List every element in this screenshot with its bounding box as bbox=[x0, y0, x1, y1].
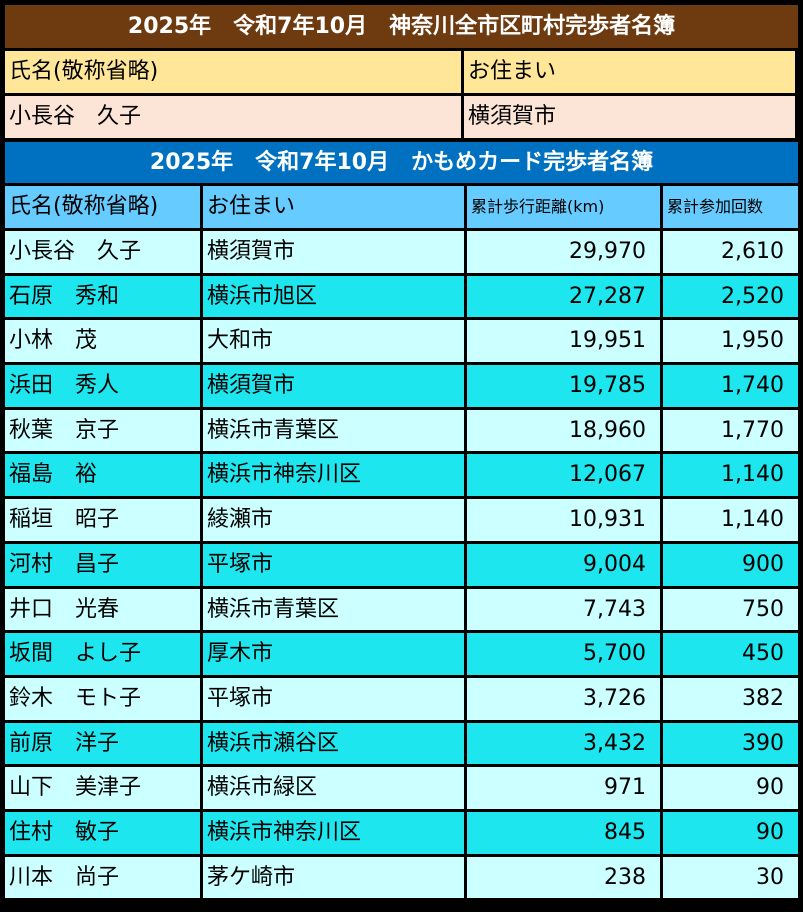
cell-name: 秋葉 京子 bbox=[5, 409, 200, 452]
cell-distance: 18,960 bbox=[467, 409, 660, 452]
cell-distance: 7,743 bbox=[467, 588, 660, 631]
cell-count: 90 bbox=[663, 767, 798, 809]
cell-address: 横浜市瀬谷区 bbox=[203, 722, 464, 765]
cell-name: 小長谷 久子 bbox=[5, 96, 461, 138]
cell-address: 横須賀市 bbox=[203, 365, 464, 407]
cell-distance: 971 bbox=[467, 767, 660, 809]
cell-name: 小林 茂 bbox=[5, 320, 200, 363]
cell-address: 横須賀市 bbox=[464, 96, 795, 138]
top-data-row: 小長谷 久子 横須賀市 bbox=[5, 96, 798, 138]
cell-name: 河村 昌子 bbox=[5, 543, 200, 586]
header-distance: 累計歩行距離(km) bbox=[467, 186, 660, 228]
cell-count: 1,740 bbox=[663, 365, 798, 407]
cell-count: 1,950 bbox=[663, 320, 798, 363]
cell-address: 横浜市神奈川区 bbox=[203, 811, 464, 854]
cell-name: 石原 秀和 bbox=[5, 275, 200, 318]
header-name: 氏名(敬称省略) bbox=[5, 51, 461, 93]
cell-name: 稲垣 昭子 bbox=[5, 499, 200, 541]
table-row: 前原 洋子 横浜市瀬谷区 3,432 390 bbox=[5, 722, 798, 765]
cell-name: 浜田 秀人 bbox=[5, 365, 200, 407]
cell-count: 2,520 bbox=[663, 275, 798, 318]
table-row: 小林 茂大和市 19,951 1,950 bbox=[5, 320, 798, 363]
table-row: 鈴木 モト子 平塚市 3,726 382 bbox=[5, 677, 798, 720]
table-row: 河村 昌子 平塚市 9,004 900 bbox=[5, 543, 798, 586]
cell-name: 坂間 よし子 bbox=[5, 633, 200, 675]
cell-name: 山下 美津子 bbox=[5, 767, 200, 809]
table-row: 山下 美津子 横浜市緑区 971 90 bbox=[5, 767, 798, 809]
cell-address: 平塚市 bbox=[203, 677, 464, 720]
top-header-row: 氏名(敬称省略) お住まい bbox=[5, 51, 798, 93]
cell-distance: 9,004 bbox=[467, 543, 660, 586]
cell-address: 大和市 bbox=[203, 320, 464, 363]
table-row: 稲垣 昭子 綾瀬市 10,931 1,140 bbox=[5, 499, 798, 541]
cell-count: 1,140 bbox=[663, 499, 798, 541]
cell-address: 綾瀬市 bbox=[203, 499, 464, 541]
cell-count: 390 bbox=[663, 722, 798, 765]
table-row: 坂間 よし子 厚木市 5,700 450 bbox=[5, 633, 798, 675]
cell-name: 川本 尚子 bbox=[5, 856, 200, 899]
cell-address: 横浜市青葉区 bbox=[203, 588, 464, 631]
cell-distance: 845 bbox=[467, 811, 660, 854]
cell-count: 90 bbox=[663, 811, 798, 854]
cell-name: 前原 洋子 bbox=[5, 722, 200, 765]
cell-distance: 19,785 bbox=[467, 365, 660, 407]
table-row: 住村 敏子 横浜市神奈川区 845 90 bbox=[5, 811, 798, 854]
cell-address: 横浜市神奈川区 bbox=[203, 454, 464, 497]
cell-count: 2,610 bbox=[663, 231, 798, 273]
header-name: 氏名(敬称省略) bbox=[5, 186, 200, 228]
kamome-rows: 小長谷 久子 横須賀市 29,970 2,610 石原 秀和 横浜市旭区 27,287 2,5… bbox=[5, 231, 798, 899]
cell-name: 井口 光春 bbox=[5, 588, 200, 631]
cell-address: 横浜市旭区 bbox=[203, 275, 464, 318]
cell-distance: 238 bbox=[467, 856, 660, 899]
table-row: 小長谷 久子 横須賀市 29,970 2,610 bbox=[5, 231, 798, 273]
table-row: 浜田 秀人 横須賀市 19,785 1,740 bbox=[5, 365, 798, 407]
cell-address: 平塚市 bbox=[203, 543, 464, 586]
table-row: 秋葉 京子 横浜市青葉区 18,960 1,770 bbox=[5, 409, 798, 452]
cell-count: 900 bbox=[663, 543, 798, 586]
cell-address: 横浜市青葉区 bbox=[203, 409, 464, 452]
cell-count: 1,140 bbox=[663, 454, 798, 497]
table-row: 石原 秀和 横浜市旭区 27,287 2,520 bbox=[5, 275, 798, 318]
kamome-header-row: 氏名(敬称省略) お住まい 累計歩行距離(km) 累計参加回数 bbox=[5, 186, 798, 228]
table-row: 井口 光春 横浜市青葉区 7,743 750 bbox=[5, 588, 798, 631]
cell-count: 750 bbox=[663, 588, 798, 631]
cell-address: 横須賀市 bbox=[203, 231, 464, 273]
cell-count: 1,770 bbox=[663, 409, 798, 452]
cell-distance: 12,067 bbox=[467, 454, 660, 497]
cell-name: 福島 裕 bbox=[5, 454, 200, 497]
table-row: 福島 裕横浜市神奈川区 12,067 1,140 bbox=[5, 454, 798, 497]
cell-distance: 27,287 bbox=[467, 275, 660, 318]
cell-distance: 19,951 bbox=[467, 320, 660, 363]
cell-name: 小長谷 久子 bbox=[5, 231, 200, 273]
cell-distance: 10,931 bbox=[467, 499, 660, 541]
roster-sheet: 2025年 令和7年10月 神奈川全市区町村完歩者名簿 氏名(敬称省略) お住ま… bbox=[5, 5, 798, 899]
cell-name: 鈴木 モト子 bbox=[5, 677, 200, 720]
header-address: お住まい bbox=[203, 186, 464, 228]
cell-name: 住村 敏子 bbox=[5, 811, 200, 854]
cell-distance: 5,700 bbox=[467, 633, 660, 675]
header-count: 累計参加回数 bbox=[663, 186, 798, 228]
header-address: お住まい bbox=[464, 51, 795, 93]
cell-distance: 3,432 bbox=[467, 722, 660, 765]
table-row: 川本 尚子 茅ケ崎市 238 30 bbox=[5, 856, 798, 899]
cell-count: 30 bbox=[663, 856, 798, 899]
cell-distance: 3,726 bbox=[467, 677, 660, 720]
kamome-card-title: 2025年 令和7年10月 かもめカード完歩者名簿 bbox=[5, 142, 798, 183]
cell-count: 450 bbox=[663, 633, 798, 675]
cell-address: 茅ケ崎市 bbox=[203, 856, 464, 899]
cell-address: 横浜市緑区 bbox=[203, 767, 464, 809]
all-municipalities-title: 2025年 令和7年10月 神奈川全市区町村完歩者名簿 bbox=[5, 5, 798, 48]
cell-address: 厚木市 bbox=[203, 633, 464, 675]
cell-count: 382 bbox=[663, 677, 798, 720]
cell-distance: 29,970 bbox=[467, 231, 660, 273]
